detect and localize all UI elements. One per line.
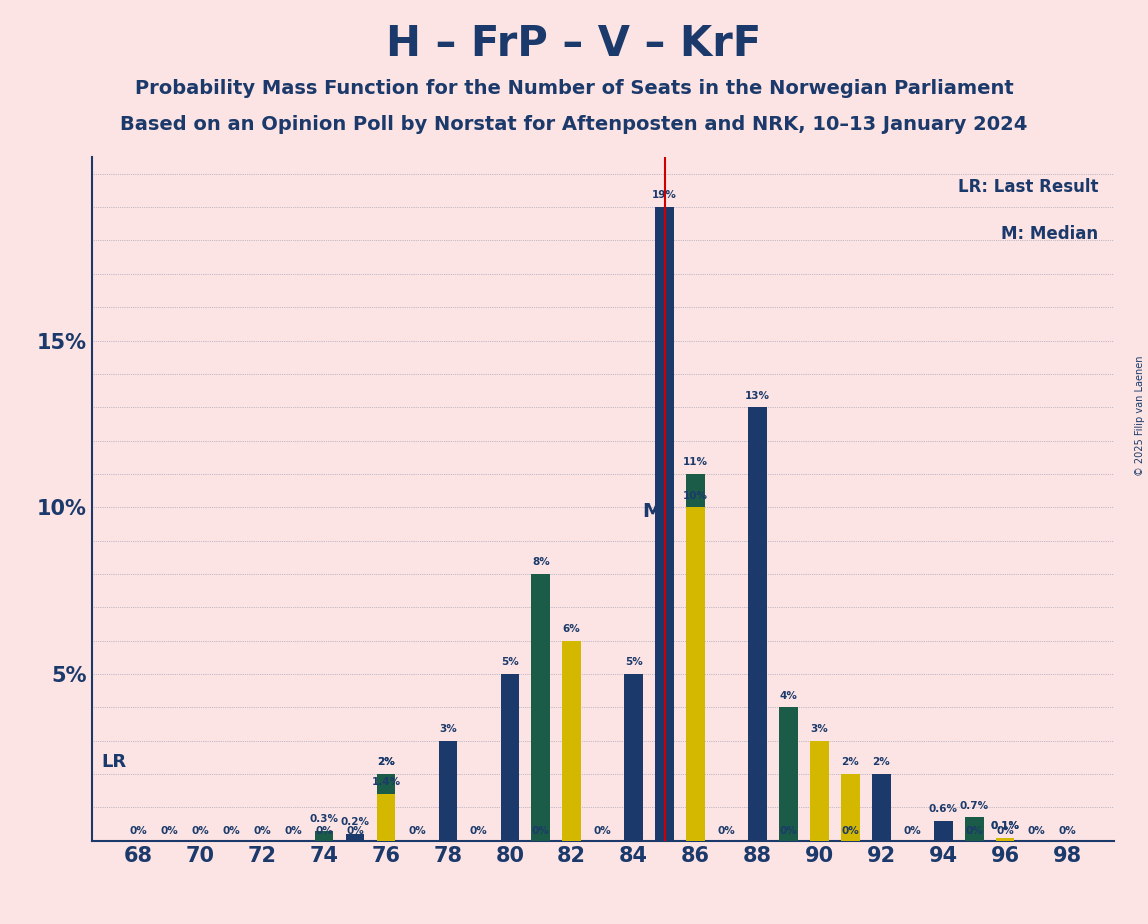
Text: 10%: 10% [683, 491, 708, 501]
Text: 0.6%: 0.6% [929, 804, 957, 814]
Text: 0%: 0% [841, 826, 859, 836]
Bar [501, 675, 519, 841]
Text: 0%: 0% [903, 826, 921, 836]
Text: 0%: 0% [594, 826, 612, 836]
Bar [315, 831, 333, 841]
Text: 2%: 2% [377, 758, 395, 768]
Text: 0%: 0% [965, 826, 983, 836]
Text: 0%: 0% [532, 826, 550, 836]
Text: 0%: 0% [285, 826, 302, 836]
Bar [532, 574, 550, 841]
Text: 0%: 0% [1058, 826, 1076, 836]
Bar [563, 640, 581, 841]
Text: 0.7%: 0.7% [960, 801, 988, 811]
Bar [346, 834, 364, 841]
Text: 3%: 3% [810, 724, 829, 734]
Text: Probability Mass Function for the Number of Seats in the Norwegian Parliament: Probability Mass Function for the Number… [134, 79, 1014, 98]
Text: 19%: 19% [652, 190, 677, 201]
Text: 0.1%: 0.1% [991, 821, 1019, 831]
Text: 0%: 0% [130, 826, 147, 836]
Text: 8%: 8% [532, 557, 550, 567]
Text: Based on an Opinion Poll by Norstat for Aftenposten and NRK, 10–13 January 2024: Based on an Opinion Poll by Norstat for … [121, 116, 1027, 135]
Text: 11%: 11% [683, 457, 708, 468]
Bar [748, 407, 767, 841]
Text: 2%: 2% [377, 758, 395, 768]
Text: 0%: 0% [223, 826, 240, 836]
Text: 0%: 0% [316, 826, 333, 836]
Text: 3%: 3% [439, 724, 457, 734]
Text: 0%: 0% [161, 826, 178, 836]
Text: M: Median: M: Median [1001, 225, 1099, 243]
Bar [625, 675, 643, 841]
Text: 0%: 0% [718, 826, 736, 836]
Text: LR: Last Result: LR: Last Result [957, 177, 1099, 196]
Text: LR: LR [101, 753, 126, 772]
Bar [377, 794, 395, 841]
Text: 0%: 0% [408, 826, 426, 836]
Text: 0%: 0% [347, 826, 364, 836]
Bar [779, 708, 798, 841]
Text: 0.3%: 0.3% [310, 814, 339, 824]
Bar [996, 837, 1015, 841]
Bar [810, 741, 829, 841]
Bar [872, 774, 891, 841]
Text: 5%: 5% [625, 657, 643, 667]
Text: 0.1%: 0.1% [991, 821, 1019, 831]
Text: 0%: 0% [254, 826, 271, 836]
Bar [965, 818, 984, 841]
Bar [687, 507, 705, 841]
Text: 2%: 2% [872, 758, 890, 768]
Text: 4%: 4% [779, 691, 798, 700]
Text: 2%: 2% [810, 758, 829, 768]
Text: 0%: 0% [192, 826, 209, 836]
Text: 2%: 2% [841, 758, 859, 768]
Bar [377, 774, 395, 841]
Text: 0%: 0% [1027, 826, 1045, 836]
Bar [934, 821, 953, 841]
Text: 0%: 0% [996, 826, 1014, 836]
Text: 0.2%: 0.2% [341, 818, 370, 828]
Text: 6%: 6% [563, 624, 581, 634]
Bar [810, 774, 829, 841]
Text: M: M [643, 503, 662, 521]
Text: 0%: 0% [779, 826, 798, 836]
Bar [439, 741, 457, 841]
Bar [656, 207, 674, 841]
Text: 13%: 13% [745, 391, 770, 401]
Text: 1.4%: 1.4% [372, 777, 401, 787]
Bar [996, 837, 1015, 841]
Bar [841, 774, 860, 841]
Text: 5%: 5% [501, 657, 519, 667]
Text: H – FrP – V – KrF: H – FrP – V – KrF [387, 23, 761, 65]
Text: 0%: 0% [470, 826, 488, 836]
Text: © 2025 Filip van Laenen: © 2025 Filip van Laenen [1135, 356, 1145, 476]
Bar [377, 774, 395, 841]
Bar [687, 474, 705, 841]
